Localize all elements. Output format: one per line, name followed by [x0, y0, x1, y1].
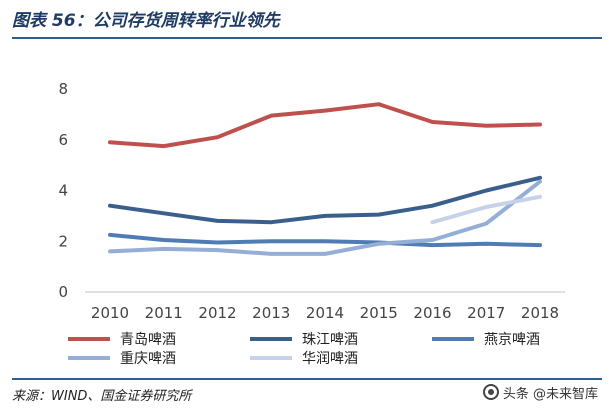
x-tick-label: 2018	[521, 304, 559, 322]
series-lines	[108, 102, 542, 256]
figure-title: 图表 56：公司存货周转率行业领先	[12, 11, 280, 31]
source-note: 来源：WIND、国金证券研究所	[12, 389, 192, 404]
y-tick-label: 2	[58, 232, 68, 250]
watermark: 头条 @未来智库	[476, 381, 604, 403]
legend-label: 华润啤酒	[302, 351, 358, 367]
x-tick-label: 2013	[252, 304, 290, 322]
series-line	[108, 102, 542, 149]
y-tick-label: 4	[58, 182, 68, 200]
watermark-logo-icon	[482, 384, 499, 400]
watermark-text: 头条 @未来智库	[502, 386, 598, 402]
series-line	[108, 175, 542, 225]
source-divider	[12, 378, 602, 380]
y-tick-label: 0	[58, 283, 68, 301]
y-tick-label: 6	[58, 131, 68, 149]
x-tick-label: 2016	[413, 304, 451, 322]
x-tick-label: 2017	[467, 304, 505, 322]
series-line	[108, 232, 542, 248]
legend-label: 珠江啤酒	[302, 332, 358, 348]
series-line	[108, 179, 542, 256]
series-line	[430, 194, 542, 225]
x-tick-label: 2011	[145, 304, 183, 322]
y-axis: 0 2 4 6 8	[58, 80, 68, 301]
y-tick-label: 8	[58, 80, 68, 98]
x-tick-label: 2012	[198, 304, 236, 322]
x-tick-label: 2014	[306, 304, 344, 322]
legend-label: 重庆啤酒	[120, 351, 176, 367]
title-divider	[12, 37, 602, 39]
legend-label: 青岛啤酒	[120, 332, 176, 348]
x-tick-label: 2015	[360, 304, 398, 322]
x-axis: 2010 2011 2012 2013 2014 2015 2016 2017 2018	[91, 304, 559, 322]
x-tick-label: 2010	[91, 304, 129, 322]
legend-label: 燕京啤酒	[484, 332, 540, 348]
